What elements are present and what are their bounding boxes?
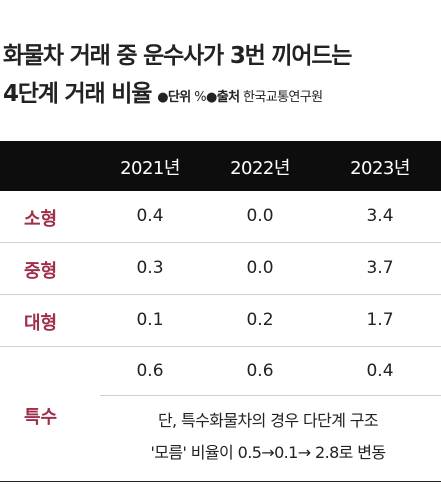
unit-value: %	[194, 90, 206, 105]
note-line-2: '모름' 비율이 0.5→0.1→ 2.8로 변동	[150, 443, 386, 462]
cell-small-2022: 0.0	[246, 206, 274, 226]
note-divider	[100, 395, 441, 396]
row-label-medium: 중형	[24, 261, 58, 282]
cell-large-2021: 0.1	[136, 310, 164, 330]
column-header-2023: 2023년	[350, 158, 410, 179]
table-header: 2021년 2022년 2023년	[0, 141, 441, 191]
column-header-2022: 2022년	[230, 158, 290, 179]
cell-medium-2023: 3.7	[366, 258, 394, 278]
cell-special-2022: 0.6	[246, 361, 274, 381]
source-label: ●출처	[205, 90, 240, 105]
title-line-2-wrap: 4단계 거래 비율 ●단위 %●출처 한국교통연구원	[3, 78, 439, 114]
title-line-2: 4단계 거래 비율	[3, 81, 152, 107]
row-label-small: 소형	[24, 209, 58, 230]
unit-info: ●단위 %●출처 한국교통연구원	[157, 82, 323, 114]
cell-special-2023: 0.4	[366, 361, 394, 381]
cell-medium-2021: 0.3	[136, 258, 164, 278]
cell-large-2023: 1.7	[366, 310, 394, 330]
source-value: 한국교통연구원	[242, 90, 323, 105]
title-block: 화물차 거래 중 운수사가 3번 끼어드는 4단계 거래 비율 ●단위 %●출처…	[3, 40, 439, 114]
column-header-2021: 2021년	[120, 158, 180, 179]
note-line-1: 단, 특수화물차의 경우 다단계 구조	[157, 411, 379, 430]
table-bottom-border	[0, 481, 441, 482]
row-label-special: 특수	[24, 407, 58, 428]
unit-label: ●단위	[157, 90, 191, 105]
cell-small-2021: 0.4	[136, 206, 164, 226]
cell-special-2021: 0.6	[136, 361, 164, 381]
title-line-1: 화물차 거래 중 운수사가 3번 끼어드는	[3, 43, 352, 69]
row-divider	[0, 294, 441, 295]
cell-large-2022: 0.2	[246, 310, 274, 330]
cell-medium-2022: 0.0	[246, 258, 274, 278]
cell-small-2023: 3.4	[366, 206, 394, 226]
row-label-large: 대형	[24, 313, 58, 334]
row-divider	[0, 346, 441, 347]
row-divider	[0, 242, 441, 243]
